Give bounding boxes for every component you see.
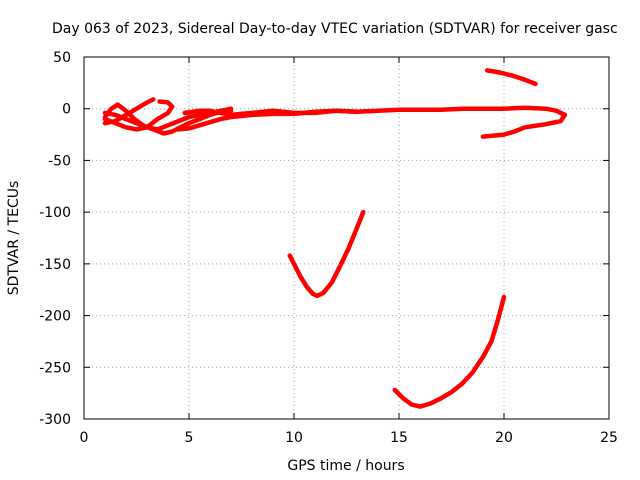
- y-tick-label: 50: [53, 50, 71, 66]
- x-tick-label: 5: [185, 430, 194, 446]
- y-tick-label: 0: [62, 102, 71, 118]
- chart-title: Day 063 of 2023, Sidereal Day-to-day VTE…: [52, 21, 618, 37]
- series-9-trace: [392, 294, 507, 409]
- series-8-trace: [287, 209, 366, 299]
- y-tick-label: -300: [39, 412, 71, 428]
- axis-ticks: 0 5 10 15 20 25 50 0 -50 -100 -150 -200 -250 -300: [39, 50, 618, 446]
- x-tick-label: 15: [390, 430, 408, 446]
- series-4-trace: [102, 99, 175, 132]
- y-axis-label: SDTVAR / TECUs: [6, 181, 22, 296]
- plot-frame: [83, 56, 610, 420]
- series-6-trace: [182, 108, 360, 118]
- y-tick-label: -250: [39, 360, 71, 376]
- y-tick-label: -200: [39, 309, 71, 325]
- series-5-trace: [176, 105, 568, 139]
- x-tick-label: 0: [80, 430, 89, 446]
- x-tick-label: 20: [495, 430, 513, 446]
- x-tick-label: 25: [600, 430, 618, 446]
- x-axis-label: GPS time / hours: [287, 458, 404, 474]
- y-tick-label: -50: [48, 153, 71, 169]
- series-7-trace: [484, 68, 538, 87]
- x-tick-label: 10: [285, 430, 303, 446]
- y-tick-label: -150: [39, 257, 71, 273]
- data-series: [102, 68, 568, 409]
- series-1-trace: [102, 102, 234, 136]
- y-tick-label: -100: [39, 205, 71, 221]
